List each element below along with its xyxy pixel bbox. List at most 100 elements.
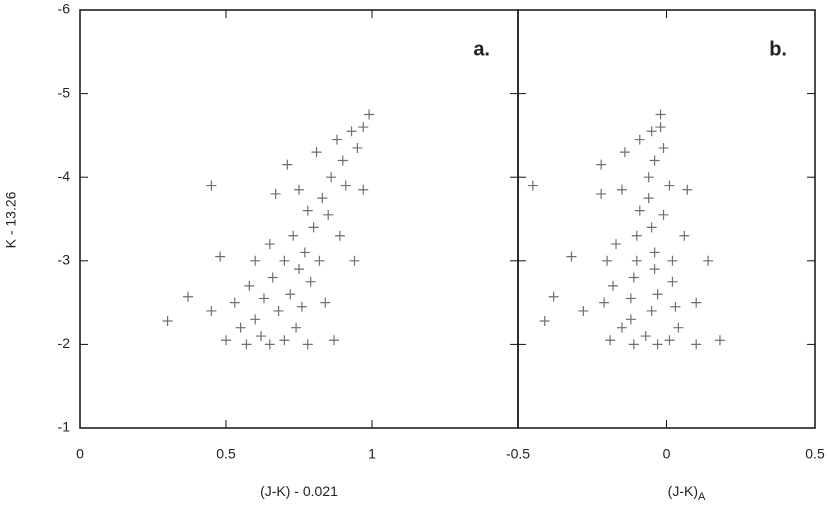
data-point [326, 172, 337, 183]
x-axis-label: (J-K) - 0.021 [260, 483, 338, 499]
data-point [288, 230, 299, 241]
data-point [183, 291, 194, 302]
data-point [643, 193, 654, 204]
data-point [320, 297, 331, 308]
data-point [714, 335, 725, 346]
data-point [337, 155, 348, 166]
data-point [548, 291, 559, 302]
data-point [628, 272, 639, 283]
data-point [299, 247, 310, 258]
data-point [602, 255, 613, 266]
data-point [605, 335, 616, 346]
data-point [229, 297, 240, 308]
data-point [296, 301, 307, 312]
data-point [279, 335, 290, 346]
data-point [282, 159, 293, 170]
data-point [566, 251, 577, 262]
data-point [691, 297, 702, 308]
x-axis-label-text: (J-K) [668, 483, 698, 499]
data-point [305, 276, 316, 287]
data-point [616, 322, 627, 333]
y-tick-label: -1 [58, 419, 71, 435]
data-point [221, 335, 231, 346]
x-tick-label: 0 [76, 446, 84, 462]
x-tick-label: 0.5 [805, 446, 825, 462]
data-point [311, 147, 322, 158]
data-point [250, 314, 261, 325]
data-point [235, 322, 246, 333]
data-point [619, 147, 630, 158]
data-point [291, 322, 302, 333]
data-point [646, 222, 657, 233]
data-point [664, 180, 675, 191]
data-point [346, 126, 357, 137]
data-point [340, 180, 351, 191]
data-point [655, 122, 666, 133]
data-point [679, 230, 690, 241]
panel-label: a. [473, 38, 490, 60]
data-point [352, 142, 363, 153]
data-point [625, 314, 636, 325]
data-point [646, 305, 657, 316]
x-tick-label: 0.5 [216, 446, 236, 462]
data-point [608, 280, 619, 291]
data-point [649, 264, 660, 275]
data-point [273, 305, 284, 316]
x-tick-label: 1 [368, 446, 376, 462]
data-point [667, 255, 678, 266]
data-point [667, 276, 678, 287]
data-point [294, 184, 304, 195]
data-point [634, 134, 645, 145]
x-axis-label: (J-K)A [668, 483, 706, 503]
data-point [334, 230, 345, 241]
y-tick-label: -6 [58, 1, 71, 17]
data-point [270, 188, 281, 199]
data-point [215, 251, 226, 262]
data-point [364, 109, 375, 120]
data-point [264, 339, 275, 350]
data-point [258, 293, 269, 304]
data-point [317, 193, 328, 204]
data-point [652, 289, 663, 300]
data-point [329, 335, 340, 346]
y-tick-label: -2 [58, 335, 71, 351]
data-point [323, 209, 334, 220]
y-tick-label: -3 [58, 252, 71, 268]
data-point [643, 172, 654, 183]
data-point [652, 339, 663, 350]
data-point [162, 315, 173, 326]
data-point [578, 305, 589, 316]
data-point [658, 142, 669, 153]
data-point [628, 339, 639, 350]
data-point [649, 247, 660, 258]
y-tick-label: -5 [58, 84, 71, 100]
data-point [264, 239, 275, 250]
data-point [250, 255, 261, 266]
data-point [664, 335, 675, 346]
data-point [294, 264, 304, 275]
data-point [314, 255, 325, 266]
data-point [308, 222, 319, 233]
y-axis-label: K - 13.26 [3, 191, 19, 248]
plot-frame [517, 9, 816, 429]
data-point [625, 293, 636, 304]
x-tick-label: 0 [663, 446, 671, 462]
y-tick-label: -4 [58, 168, 71, 184]
data-point [658, 209, 669, 220]
x-tick-label: -0.5 [506, 446, 530, 462]
data-point [655, 109, 666, 120]
data-point [527, 180, 538, 191]
x-axis-label-subscript: A [698, 491, 706, 503]
data-point [285, 289, 296, 300]
data-point [241, 339, 252, 350]
data-point [358, 122, 369, 133]
data-point [596, 159, 607, 170]
data-point [634, 205, 645, 216]
data-point [358, 184, 369, 195]
data-point [206, 305, 217, 316]
data-point [349, 255, 360, 266]
data-point [267, 272, 278, 283]
x-axis-label-text: (J-K) - 0.021 [260, 483, 338, 499]
data-point [703, 255, 714, 266]
